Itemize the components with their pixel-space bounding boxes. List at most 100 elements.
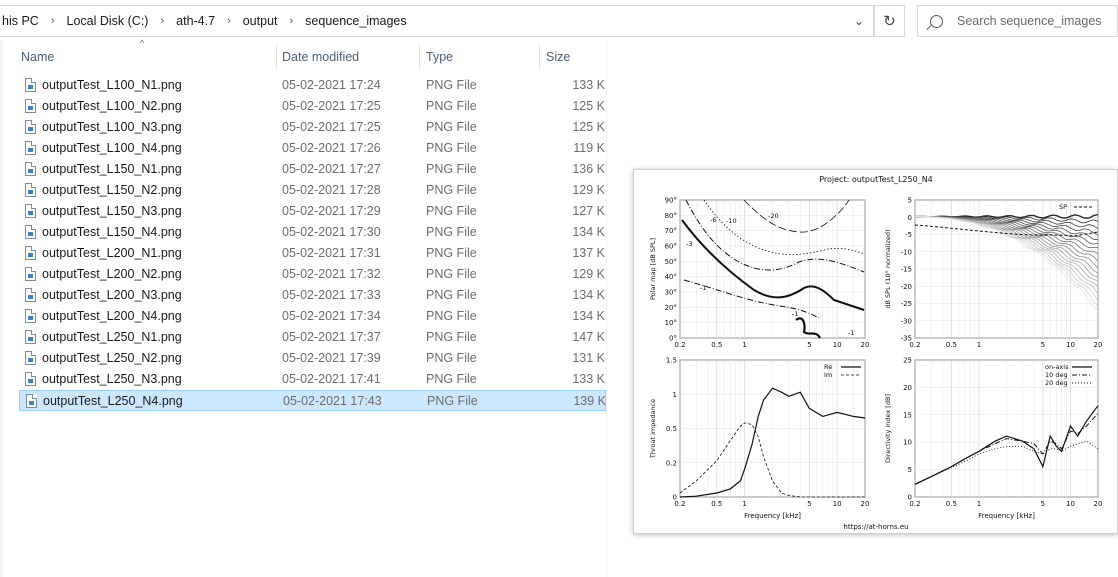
file-size: 129 K bbox=[572, 267, 605, 281]
column-header-name[interactable]: Name bbox=[21, 46, 54, 68]
breadcrumb: his PC › Local Disk (C:) › ath-4.7 › output › se… bbox=[0, 6, 845, 36]
column-header-date[interactable]: Date modified bbox=[282, 46, 359, 68]
address-bar[interactable]: his PC › Local Disk (C:) › ath-4.7 › output › se… bbox=[0, 5, 874, 37]
y-tick-label: -25 bbox=[901, 300, 912, 308]
breadcrumb-separator-icon[interactable]: › bbox=[289, 15, 294, 27]
x-tick-label: 20 bbox=[1094, 341, 1103, 349]
address-dropdown-icon[interactable]: ⌄ bbox=[853, 14, 865, 28]
file-row[interactable]: outputTest_L100_N2.png 05-02-2021 17:25 PN… bbox=[19, 96, 606, 117]
breadcrumb-separator-icon[interactable]: › bbox=[50, 15, 55, 27]
preview-title: Project: outputTest_L250_N4 bbox=[819, 175, 933, 184]
file-date: 05-02-2021 17:30 bbox=[282, 225, 381, 239]
file-name: outputTest_L100_N2.png bbox=[42, 99, 182, 113]
file-size: 125 K bbox=[572, 120, 605, 134]
file-row[interactable]: outputTest_L150_N4.png 05-02-2021 17:30 PN… bbox=[19, 222, 606, 243]
file-date: 05-02-2021 17:24 bbox=[282, 78, 381, 92]
preview-pane-divider[interactable] bbox=[606, 40, 607, 577]
x-tick-label: 20 bbox=[1094, 500, 1103, 508]
di-legend-label: 20 deg bbox=[1045, 379, 1068, 387]
search-input[interactable]: Search sequence_images bbox=[957, 14, 1102, 28]
x-tick-label: 20 bbox=[861, 500, 870, 508]
file-row[interactable]: outputTest_L200_N3.png 05-02-2021 17:33 PN… bbox=[19, 285, 606, 306]
spl-curve bbox=[914, 213, 1099, 219]
x-tick-label: 0.2 bbox=[674, 341, 685, 349]
contour-label: -1 bbox=[848, 329, 854, 337]
search-icon bbox=[930, 14, 943, 28]
png-file-icon bbox=[25, 78, 36, 92]
x-tick-label: 0.2 bbox=[909, 500, 920, 508]
breadcrumb-item[interactable]: ath-4.7 bbox=[176, 14, 216, 28]
file-type: PNG File bbox=[426, 183, 477, 197]
png-file-icon bbox=[25, 99, 36, 113]
refresh-button[interactable]: ↻ bbox=[874, 5, 905, 37]
y-axis-label: Throat impedance bbox=[649, 399, 657, 459]
y-tick-label: -30 bbox=[901, 317, 912, 325]
file-row[interactable]: outputTest_L150_N1.png 05-02-2021 17:27 PN… bbox=[19, 159, 606, 180]
file-type: PNG File bbox=[426, 78, 477, 92]
y-tick-label: -5 bbox=[905, 231, 912, 239]
png-file-icon bbox=[25, 288, 36, 302]
file-size: 119 K bbox=[573, 141, 605, 155]
file-row[interactable]: outputTest_L200_N1.png 05-02-2021 17:31 PN… bbox=[19, 243, 606, 264]
contour-label: -20 bbox=[768, 212, 779, 220]
breadcrumb-separator-icon[interactable]: › bbox=[227, 15, 231, 27]
file-type: PNG File bbox=[426, 246, 477, 260]
file-size: 133 K bbox=[572, 78, 605, 92]
png-file-icon bbox=[25, 204, 36, 218]
file-size: 139 K bbox=[573, 394, 606, 408]
png-file-icon bbox=[26, 394, 37, 408]
x-tick-label: 10 bbox=[833, 341, 842, 349]
png-file-icon bbox=[25, 267, 36, 281]
spl-sound-power-curve bbox=[914, 224, 1099, 237]
breadcrumb-separator-icon[interactable]: › bbox=[160, 15, 165, 27]
file-size: 129 K bbox=[572, 183, 605, 197]
impedance-legend-label: Re bbox=[824, 363, 832, 371]
file-name: outputTest_L150_N3.png bbox=[42, 204, 182, 218]
search-box[interactable]: Search sequence_images bbox=[917, 5, 1118, 37]
contour-line bbox=[703, 199, 865, 255]
impedance-series-line bbox=[679, 422, 865, 498]
x-tick-label: 0.5 bbox=[946, 500, 957, 508]
y-tick-label: 15 bbox=[903, 411, 912, 419]
x-axis-label: Frequency [kHz] bbox=[744, 512, 801, 520]
file-row[interactable]: outputTest_L250_N3.png 05-02-2021 17:41 PN… bbox=[19, 369, 606, 390]
file-row[interactable]: outputTest_L250_N1.png 05-02-2021 17:37 PN… bbox=[19, 327, 606, 348]
y-tick-label: 5 bbox=[908, 466, 912, 474]
column-divider[interactable] bbox=[419, 44, 420, 70]
file-row[interactable]: outputTest_L250_N2.png 05-02-2021 17:39 PN… bbox=[19, 348, 606, 369]
file-row[interactable]: outputTest_L100_N4.png 05-02-2021 17:26 PN… bbox=[19, 138, 606, 159]
di-legend-label: on-axis bbox=[1045, 363, 1069, 371]
file-row[interactable]: outputTest_L200_N4.png 05-02-2021 17:34 PN… bbox=[19, 306, 606, 327]
file-row[interactable]: outputTest_L250_N4.png 05-02-2021 17:43 PN… bbox=[19, 390, 606, 411]
file-row[interactable]: outputTest_L200_N2.png 05-02-2021 17:32 PN… bbox=[19, 264, 606, 285]
x-tick-label: 5 bbox=[1041, 341, 1045, 349]
png-file-icon bbox=[25, 351, 36, 365]
x-tick-label: 0.5 bbox=[946, 341, 957, 349]
breadcrumb-item[interactable]: Local Disk (C:) bbox=[66, 14, 149, 28]
spl-curve bbox=[915, 216, 1099, 311]
file-size: 131 K bbox=[572, 351, 605, 365]
file-row[interactable]: outputTest_L100_N1.png 05-02-2021 17:24 PN… bbox=[19, 75, 606, 96]
column-header-name-label: Name bbox=[21, 50, 55, 64]
y-tick-label: 80° bbox=[665, 212, 677, 220]
file-date: 05-02-2021 17:37 bbox=[282, 330, 381, 344]
contour-line bbox=[743, 199, 850, 233]
column-header-type[interactable]: Type bbox=[426, 46, 453, 68]
file-row[interactable]: outputTest_L100_N3.png 05-02-2021 17:25 PN… bbox=[19, 117, 606, 138]
column-divider[interactable] bbox=[276, 44, 277, 70]
contour-label: -1 bbox=[700, 284, 706, 292]
file-type: PNG File bbox=[426, 120, 477, 134]
breadcrumb-item[interactable]: output bbox=[242, 14, 278, 28]
file-size: 127 K bbox=[572, 204, 605, 218]
contour-label: -3 bbox=[686, 240, 692, 248]
y-tick-label: 25 bbox=[903, 357, 912, 365]
preview-footer: https://at-horns.eu bbox=[843, 523, 908, 531]
breadcrumb-item[interactable]: his PC bbox=[2, 14, 39, 28]
breadcrumb-item[interactable]: sequence_images bbox=[305, 14, 407, 28]
file-row[interactable]: outputTest_L150_N2.png 05-02-2021 17:28 PN… bbox=[19, 180, 606, 201]
column-divider[interactable] bbox=[539, 44, 540, 70]
file-name: outputTest_L200_N4.png bbox=[42, 309, 182, 323]
file-name: outputTest_L250_N4.png bbox=[43, 394, 183, 408]
file-row[interactable]: outputTest_L150_N3.png 05-02-2021 17:29 PN… bbox=[19, 201, 606, 222]
column-header-size[interactable]: Size bbox=[546, 46, 570, 68]
